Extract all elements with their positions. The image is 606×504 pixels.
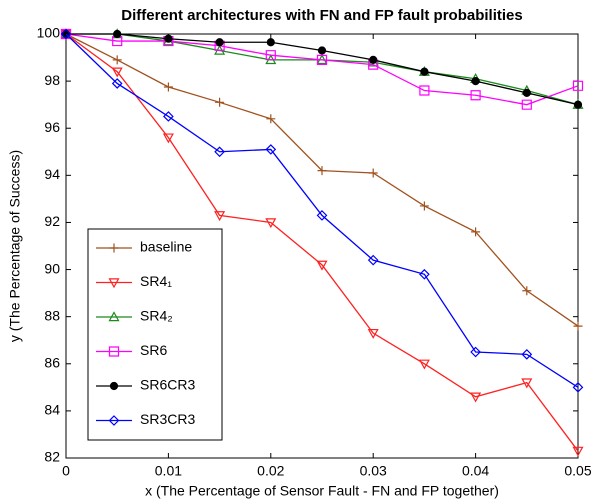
legend-marker	[108, 346, 120, 357]
marker	[368, 168, 378, 178]
marker	[522, 88, 531, 97]
marker	[265, 218, 277, 229]
marker	[470, 392, 482, 403]
marker	[367, 328, 379, 339]
y-tick-label: 94	[44, 166, 60, 182]
marker	[316, 210, 328, 221]
marker	[367, 254, 379, 266]
y-tick-label: 96	[44, 119, 60, 135]
y-tick-label: 88	[44, 307, 60, 323]
y-tick-label: 84	[44, 402, 60, 418]
marker	[111, 67, 123, 78]
marker	[573, 321, 583, 331]
marker	[572, 80, 584, 91]
y-tick-label: 100	[37, 25, 61, 41]
legend: baseline SR4₁ SR4₂ SR6 SR6CR3 SR3CR3	[87, 228, 223, 441]
marker	[471, 227, 481, 237]
marker	[522, 286, 532, 296]
legend-marker	[109, 381, 119, 391]
marker	[265, 50, 276, 61]
marker	[316, 54, 328, 66]
x-tick-label: 0	[62, 463, 70, 479]
legend-label: SR4₂	[140, 308, 173, 324]
y-tick-label: 86	[44, 354, 60, 370]
x-axis-label: x (The Percentage of Sensor Fault - FN a…	[145, 483, 499, 499]
y-tick-label: 82	[44, 449, 60, 465]
chart-title: Different architectures with FN and FP f…	[121, 7, 522, 24]
marker	[265, 144, 277, 155]
marker	[419, 201, 429, 211]
marker	[573, 100, 583, 109]
marker	[60, 28, 72, 40]
marker	[470, 346, 481, 358]
x-tick-label: 0.05	[564, 463, 591, 479]
marker	[419, 268, 430, 280]
marker	[420, 67, 429, 76]
legend-label: SR4₁	[140, 273, 172, 289]
series-line	[66, 33, 579, 106]
y-tick-label: 92	[44, 213, 60, 229]
series-line	[65, 33, 579, 452]
marker	[317, 166, 327, 176]
marker	[470, 90, 481, 101]
marker	[164, 34, 173, 43]
legend-marker	[108, 311, 120, 322]
marker	[266, 38, 275, 47]
marker	[521, 349, 533, 360]
marker	[521, 378, 533, 389]
marker	[266, 114, 276, 124]
series-line	[66, 33, 579, 106]
marker	[113, 29, 122, 39]
x-tick-label: 0.01	[155, 463, 182, 479]
x-tick-label: 0.02	[257, 463, 284, 479]
marker	[521, 99, 532, 110]
legend-label: SR3CR3	[140, 411, 195, 427]
marker	[572, 381, 584, 393]
y-tick-label: 90	[44, 260, 60, 276]
x-tick-label: 0.04	[462, 463, 489, 479]
marker	[163, 82, 173, 92]
legend-label: SR6CR3	[140, 377, 195, 393]
y-axis-label: y (The Percentage of Success)	[7, 150, 23, 342]
marker	[215, 97, 225, 107]
marker	[112, 55, 122, 65]
x-tick-label: 0.03	[360, 463, 387, 479]
y-tick-label: 98	[44, 72, 60, 88]
marker	[162, 133, 174, 144]
series-line	[65, 33, 579, 388]
marker	[572, 446, 584, 457]
marker	[163, 111, 174, 122]
plot-frame	[65, 33, 579, 459]
marker	[419, 85, 430, 96]
legend-marker	[108, 278, 120, 289]
legend-marker	[108, 415, 120, 426]
marker	[369, 55, 378, 64]
marker	[317, 46, 327, 55]
series-line	[65, 33, 579, 106]
legend-label: SR6	[140, 342, 167, 358]
marker	[214, 146, 225, 158]
legend-box	[87, 228, 223, 441]
marker	[316, 260, 328, 271]
marker	[214, 211, 226, 222]
legend-label: baseline	[140, 239, 192, 255]
marker	[471, 77, 480, 86]
marker	[418, 359, 430, 370]
marker	[215, 38, 224, 47]
marker	[111, 78, 123, 89]
legend-marker	[109, 243, 119, 253]
